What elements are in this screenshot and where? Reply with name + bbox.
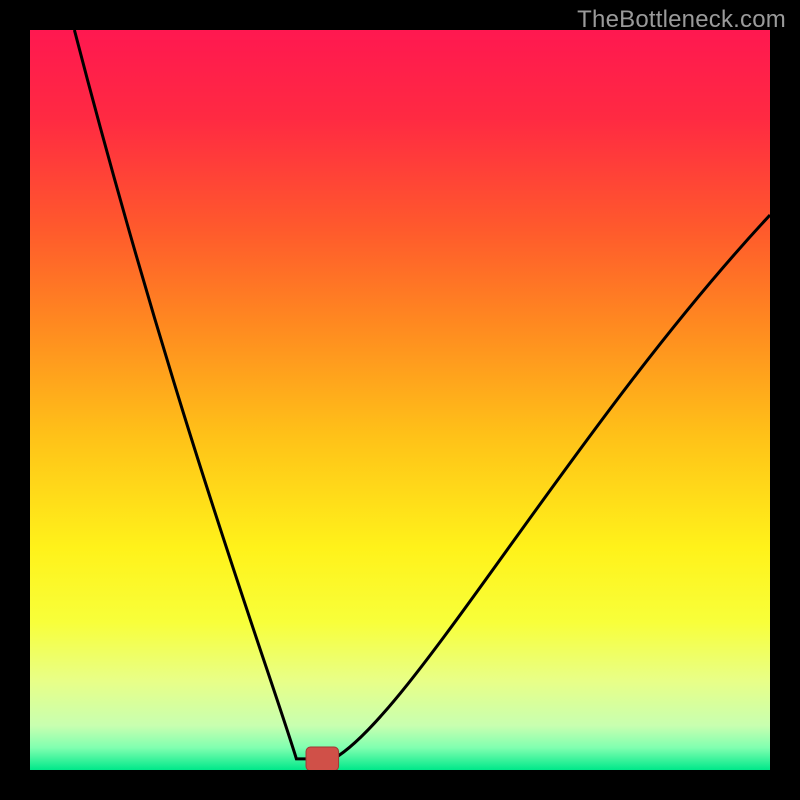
- plot-area: [30, 30, 770, 770]
- chart-frame: TheBottleneck.com: [0, 0, 800, 800]
- plot-svg: [30, 30, 770, 770]
- minimum-marker: [306, 747, 339, 770]
- gradient-background: [30, 30, 770, 770]
